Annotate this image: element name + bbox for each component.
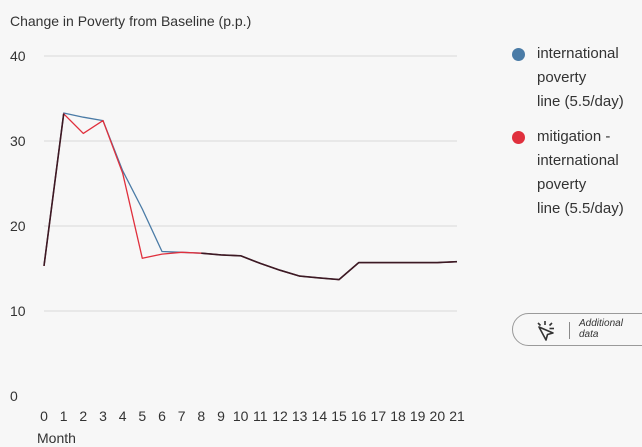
x-tick-label: 14	[312, 408, 328, 424]
legend-label-line: mitigation -	[537, 128, 611, 145]
x-tick-label: 19	[410, 408, 426, 424]
x-tick-label: 11	[253, 408, 268, 424]
gridlines	[44, 55, 457, 312]
x-tick-label: 1	[60, 408, 68, 424]
y-tick-label: 10	[10, 303, 26, 319]
y-tick-label: 30	[10, 133, 26, 149]
legend-label-line: poverty	[537, 176, 587, 193]
x-tick-label: 4	[119, 408, 127, 424]
x-tick-label: 18	[390, 408, 406, 424]
series-line-3	[43, 113, 458, 281]
x-tick-label: 2	[79, 408, 87, 424]
legend-label-line: line (5.5/day)	[537, 200, 624, 217]
legend-label-line: international	[537, 152, 619, 169]
y-tick-label: 40	[10, 48, 26, 64]
x-tick-label: 16	[351, 408, 367, 424]
additional-data-label-line1: Additional	[579, 318, 623, 329]
x-axis-label: Month	[37, 430, 76, 446]
button-divider	[569, 322, 570, 339]
additional-data-label: Additional data	[579, 318, 639, 340]
y-axis-ticks: 0 10 20 30 40	[10, 48, 26, 404]
x-tick-label: 15	[331, 408, 347, 424]
legend: international poverty line (5.5/day) mit…	[510, 42, 642, 232]
additional-data-button[interactable]: Additional data	[512, 313, 642, 346]
legend-marker-blue	[512, 48, 525, 61]
x-tick-label: 8	[197, 408, 205, 424]
x-tick-label: 6	[158, 408, 166, 424]
legend-item-international-poverty-line[interactable]: international poverty line (5.5/day)	[510, 42, 642, 114]
legend-label-line: international	[537, 45, 619, 62]
x-tick-label: 20	[430, 408, 446, 424]
legend-marker-red	[512, 131, 525, 144]
series-line-2	[43, 113, 458, 281]
x-tick-label: 9	[217, 408, 225, 424]
x-tick-label: 21	[449, 408, 465, 424]
click-cursor-icon	[537, 321, 554, 341]
legend-label-line: line (5.5/day)	[537, 93, 624, 110]
y-tick-label: 0	[10, 388, 18, 404]
series-lines	[43, 112, 458, 281]
x-axis-ticks: 0 1 2 3 4 5 6 7 8 9 10 11 12 13 14 15 16 17 18 19 20 21	[40, 408, 465, 424]
x-tick-label: 17	[371, 408, 387, 424]
legend-label-line: poverty	[537, 69, 587, 86]
chart-title: Change in Poverty from Baseline (p.p.)	[10, 13, 251, 29]
y-tick-label: 20	[10, 218, 26, 234]
x-tick-label: 7	[178, 408, 186, 424]
x-tick-label: 10	[233, 408, 249, 424]
x-tick-label: 5	[138, 408, 146, 424]
additional-data-label-line2: data	[579, 329, 599, 340]
legend-item-mitigation-international-poverty-line[interactable]: mitigation - international poverty line …	[510, 125, 642, 221]
x-tick-label: 3	[99, 408, 107, 424]
x-tick-label: 0	[40, 408, 48, 424]
x-tick-label: 13	[292, 408, 308, 424]
series-line-1	[43, 112, 458, 281]
x-tick-label: 12	[272, 408, 288, 424]
